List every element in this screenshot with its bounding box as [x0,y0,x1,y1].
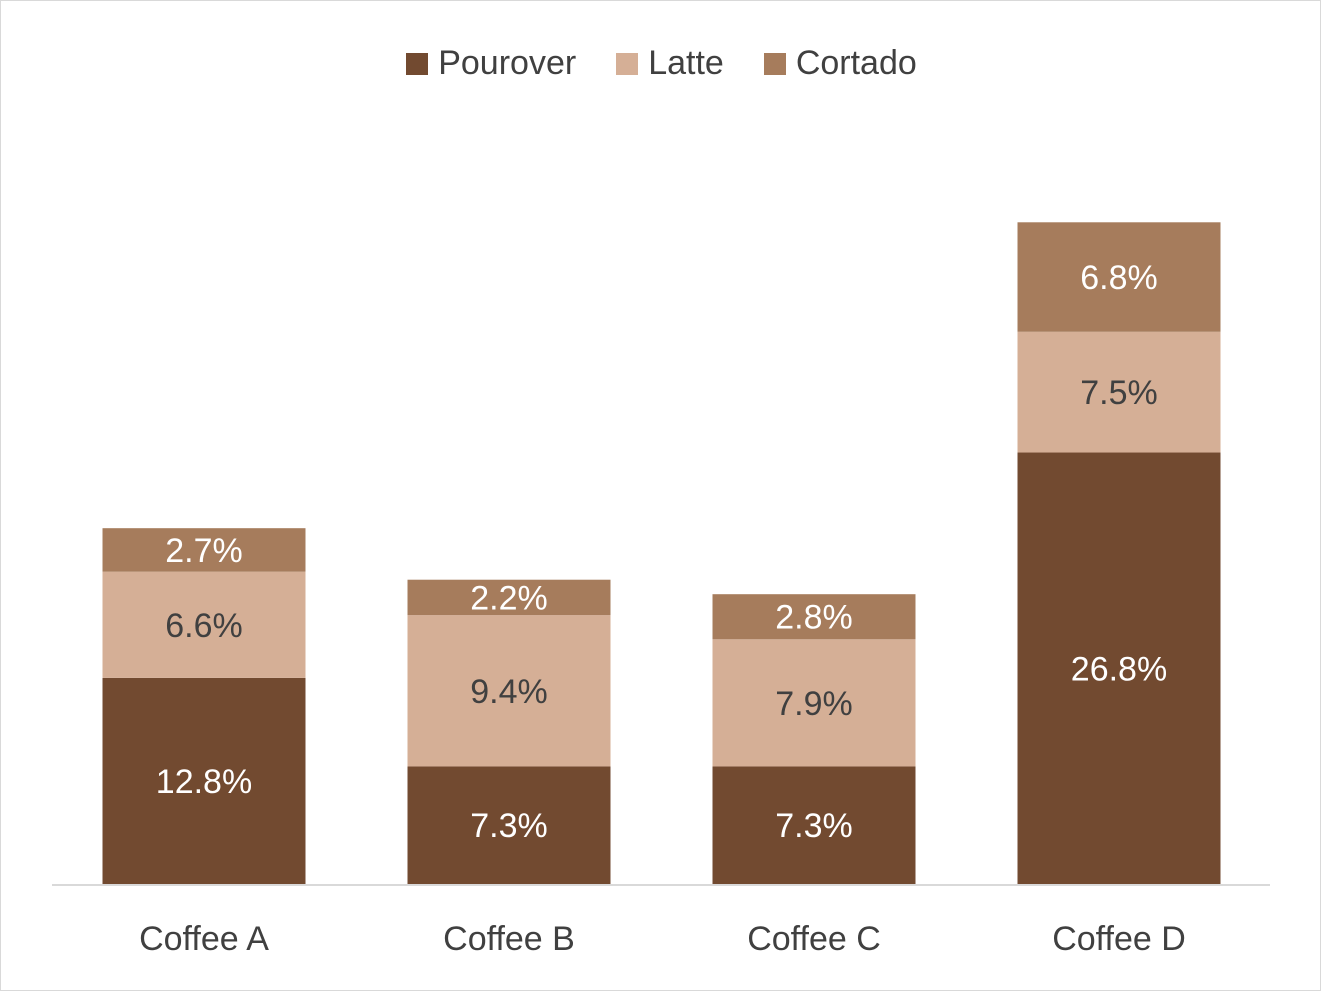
legend-item-pourover: Pourover [406,44,576,83]
bar-coffee-a-cortado [102,528,306,572]
bar-coffee-b-latte [407,615,611,767]
legend-label-latte: Latte [648,44,724,82]
legend-label-cortado: Cortado [795,44,917,82]
bar-coffee-d-latte [1017,331,1221,453]
data-label-coffee-a-cortado: 2.7% [165,532,243,570]
data-label-coffee-c-cortado: 2.8% [775,599,853,637]
x-tick-label-coffee-b: Coffee B [443,920,575,958]
legend-swatch-cortado [763,52,786,75]
data-label-coffee-b-cortado: 2.2% [470,579,548,617]
data-label-coffee-a-pourover: 12.8% [156,763,252,801]
legend-label-pourover: Pourover [438,44,577,82]
legend-swatch-pourover [406,52,429,75]
data-label-coffee-a-latte: 6.6% [165,607,243,645]
data-label-coffee-b-pourover: 7.3% [470,807,548,845]
x-tick-label-coffee-d: Coffee D [1052,920,1186,958]
bar-coffee-d-cortado [1017,222,1221,332]
data-label-coffee-d-pourover: 26.8% [1071,650,1167,688]
bar-coffee-c-latte [712,639,916,767]
legend-item-latte: Latte [616,44,724,83]
data-label-coffee-c-pourover: 7.3% [775,807,853,845]
bar-coffee-b-cortado [407,579,611,616]
data-label-coffee-d-latte: 7.5% [1080,374,1158,412]
bar-coffee-c-cortado [712,594,916,640]
bar-coffee-a-latte [102,571,306,678]
legend-swatch-latte [616,52,639,75]
data-label-coffee-c-latte: 7.9% [775,685,853,723]
bar-coffee-b-pourover [407,766,611,884]
bar-coffee-c-pourover [712,766,916,884]
x-tick-label-coffee-a: Coffee A [139,920,269,958]
legend-item-cortado: Cortado [763,44,917,83]
x-tick-label-coffee-c: Coffee C [747,920,881,958]
chart-legend: Pourover Latte Cortado [0,44,1323,83]
data-label-coffee-d-cortado: 6.8% [1080,259,1158,297]
bar-coffee-a-pourover [102,677,306,884]
bar-coffee-d-pourover [1017,452,1221,884]
data-label-coffee-b-latte: 9.4% [470,673,548,711]
